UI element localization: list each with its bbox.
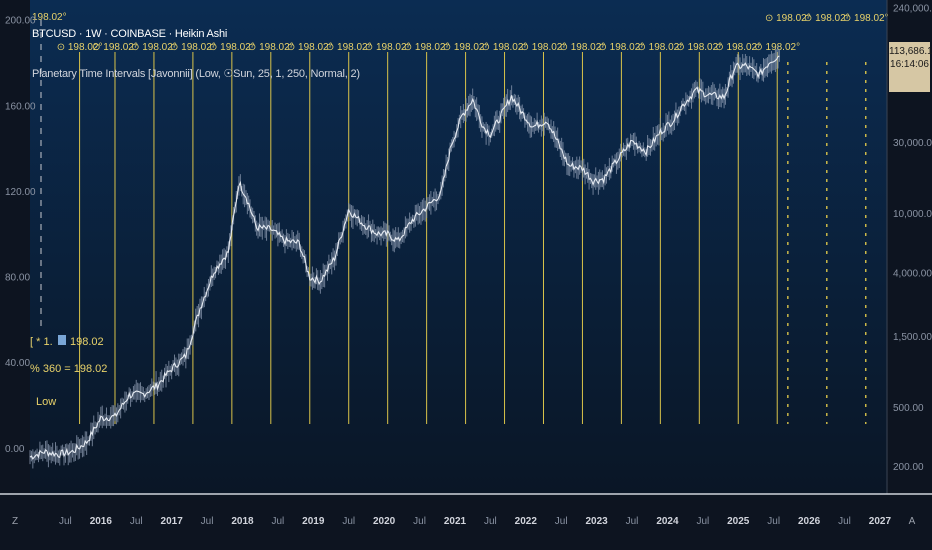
x-axis-tick-label: 2016 — [90, 516, 113, 527]
x-axis-tick-label: Jul — [130, 516, 143, 527]
x-axis-tick-label: 2018 — [231, 516, 254, 527]
x-axis-tick-label: Jul — [767, 516, 780, 527]
planetary-interval-label: ⊙ 198.02° — [482, 42, 528, 53]
x-axis-tick-label: Jul — [271, 516, 284, 527]
formula-label-1: [ * 1. — [30, 336, 53, 348]
planetary-interval-label: ⊙ 198.02° — [209, 42, 255, 53]
x-axis-tick-label: Jul — [484, 516, 497, 527]
right-axis-tick-label: 10,000.00 — [893, 209, 932, 220]
symbol-title[interactable]: BTCUSD · 1W · COINBASE · Heikin Ashi — [32, 28, 228, 40]
formula-glyph — [58, 335, 66, 345]
x-axis-tick-label: Jul — [201, 516, 214, 527]
x-axis-tick-label: Jul — [413, 516, 426, 527]
left-axis-tick-label: 80.00 — [5, 273, 30, 284]
x-axis-tick-label: Jul — [696, 516, 709, 527]
planetary-interval-label: ⊙ 198.02° — [404, 42, 450, 53]
planetary-interval-label: ⊙ 198.02° — [637, 42, 683, 53]
x-axis-tick-label: 2019 — [302, 516, 325, 527]
left-axis-tick-label: 120.00 — [5, 187, 36, 198]
last-price: 113,686.13 — [889, 46, 932, 57]
left-axis-tick-label: 40.00 — [5, 358, 30, 369]
projected-interval-label: ⊙ 198.02° — [843, 13, 889, 24]
x-axis-tick-label: Jul — [838, 516, 851, 527]
low-marker-label: 198.02° — [32, 12, 67, 23]
last-price-tag: 113,686.13 16:14:06 — [889, 42, 932, 92]
auto-scale-button[interactable]: A — [908, 516, 916, 527]
x-axis-tick-label: Jul — [555, 516, 568, 527]
right-axis-tick-label: 200.00 — [893, 462, 924, 473]
x-axis-tick-label: 2017 — [161, 516, 184, 527]
projected-interval-label: ⊙ 198.02° — [804, 13, 850, 24]
planetary-lines-layer: ⊙ 198.02°⊙ 198.02°⊙ 198.02°⊙ 198.02°⊙ 19… — [30, 12, 889, 424]
left-axis-tick-label: 160.00 — [5, 101, 36, 112]
planetary-interval-label: ⊙ 198.02° — [715, 42, 761, 53]
x-axis-tick-label: Jul — [342, 516, 355, 527]
x-axis-tick-label: 2022 — [515, 516, 538, 527]
formula-label-1-value: 198.02 — [70, 336, 104, 348]
projected-interval-label: ⊙ 198.02° — [765, 13, 811, 24]
series-layer — [29, 45, 780, 469]
planetary-interval-label: ⊙ 198.02° — [443, 42, 489, 53]
x-axis-tick-label: Jul — [626, 516, 639, 527]
low-label: Low — [36, 396, 56, 408]
left-axis-tick-label: 0.00 — [5, 444, 25, 455]
timezone-button[interactable]: Z — [11, 516, 19, 527]
right-axis-tick-label: 1,500.00 — [893, 332, 932, 343]
planetary-interval-label: ⊙ 198.02° — [57, 42, 103, 53]
planetary-interval-label: ⊙ 198.02° — [131, 42, 177, 53]
planetary-interval-label: ⊙ 198.02° — [287, 42, 333, 53]
formula-label-2: % 360 = 198.02 — [30, 363, 107, 375]
right-axis-tick-label: 4,000.00 — [893, 268, 932, 279]
x-axis-tick-label: 2023 — [585, 516, 608, 527]
planetary-interval-label: ⊙ 198.02° — [560, 42, 606, 53]
planetary-interval-label: ⊙ 198.02° — [326, 42, 372, 53]
indicator-legend[interactable]: Planetary Time Intervals [Javonnii] (Low… — [32, 68, 360, 80]
x-axis-tick-label: 2025 — [727, 516, 750, 527]
planetary-interval-label: ⊙ 198.02° — [521, 42, 567, 53]
planetary-interval-label: ⊙ 198.02° — [170, 42, 216, 53]
x-axis-tick-label: 2020 — [373, 516, 396, 527]
right-axis-tick-label: 500.00 — [893, 403, 924, 414]
planetary-interval-label: ⊙ 198.02° — [754, 42, 800, 53]
x-axis-tick-label: 2026 — [798, 516, 821, 527]
planetary-interval-label: ⊙ 198.02° — [676, 42, 722, 53]
planetary-interval-label: ⊙ 198.02° — [599, 42, 645, 53]
planetary-interval-label: ⊙ 198.02° — [92, 42, 138, 53]
right-axis-tick-label: 30,000.00 — [893, 138, 932, 149]
axes-layer: 200.00 160.00 120.00 80.00 40.00 0.00 240,000.… — [5, 4, 932, 527]
price-series-line — [29, 55, 780, 460]
left-axis-tick-label: 200.00 — [5, 16, 36, 27]
right-axis-tick-label: 240,000.00 — [893, 4, 932, 15]
plot-background — [30, 0, 887, 494]
planetary-interval-label: ⊙ 198.02° — [248, 42, 294, 53]
x-axis-tick-label: 2027 — [869, 516, 892, 527]
x-axis-tick-label: 2021 — [444, 516, 467, 527]
x-axis-tick-label: 2024 — [656, 516, 679, 527]
x-axis-tick-label: Jul — [59, 516, 72, 527]
planetary-interval-label: ⊙ 198.02° — [365, 42, 411, 53]
bar-countdown: 16:14:06 — [890, 59, 929, 70]
